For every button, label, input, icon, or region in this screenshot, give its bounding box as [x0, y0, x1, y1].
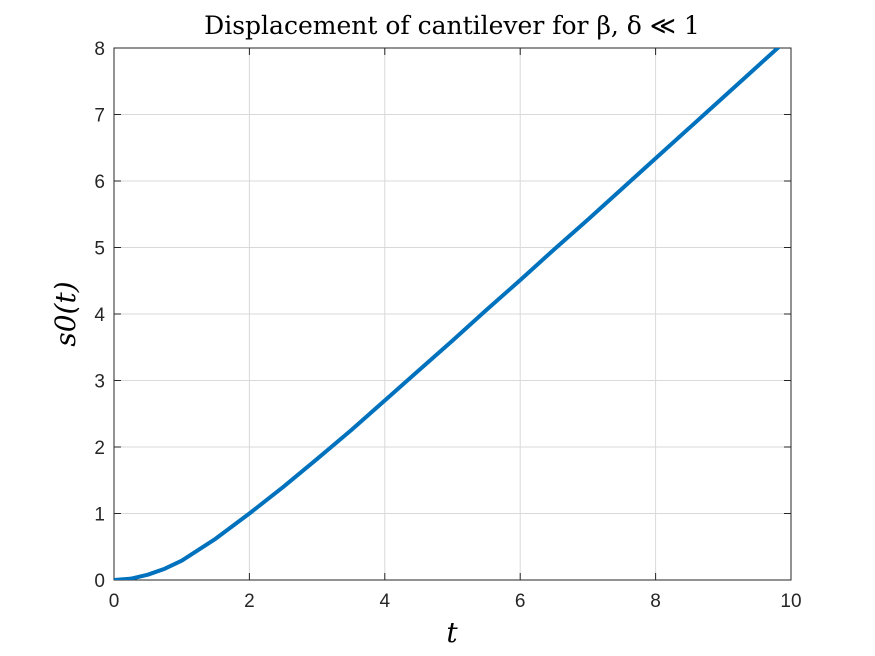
y-tick-label: 0	[94, 571, 105, 592]
x-tick-label: 2	[244, 591, 255, 612]
y-tick-label: 2	[94, 438, 105, 459]
y-tick-label: 4	[94, 305, 105, 326]
x-tick-label: 0	[109, 591, 120, 612]
series-layer	[114, 48, 781, 580]
y-tick-label: 3	[94, 372, 105, 393]
x-tick-label: 10	[780, 591, 801, 612]
y-tick-label: 7	[94, 106, 105, 127]
y-tick-label: 5	[94, 239, 105, 260]
series-line-1	[114, 48, 781, 580]
x-tick-label: 8	[650, 591, 661, 612]
y-axis-label: s0(t)	[49, 281, 82, 346]
ticks: 0 2 4 6 8 10 0 1 2 3 4 5 6 7 8	[94, 39, 801, 612]
y-tick-label: 8	[94, 39, 105, 60]
x-axis-label: t	[446, 616, 458, 649]
chart-title: Displacement of cantilever for β, δ ≪ 1	[204, 11, 700, 40]
x-tick-label: 4	[380, 591, 391, 612]
x-tick-label: 6	[515, 591, 526, 612]
y-tick-label: 6	[94, 172, 105, 193]
y-tick-label: 1	[94, 505, 105, 526]
